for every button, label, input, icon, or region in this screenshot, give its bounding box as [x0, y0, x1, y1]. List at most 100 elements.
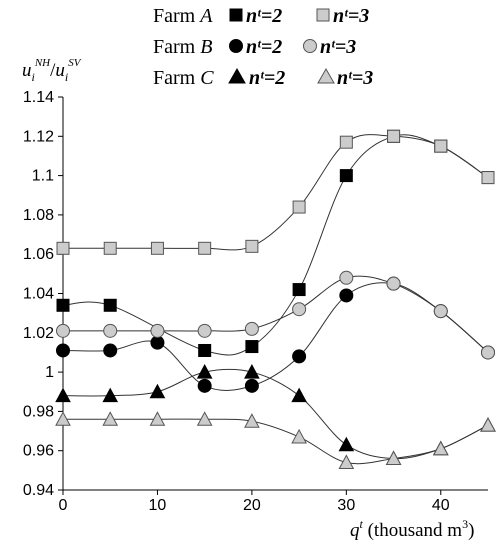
series-3: [56, 276, 495, 393]
data-point-circle: [244, 321, 259, 336]
series-layer: [55, 129, 496, 469]
data-point-circle: [150, 323, 165, 338]
series-line: [63, 275, 489, 353]
legend-row-farm-b: Farm B nᵗ=2 nᵗ=3: [153, 36, 356, 58]
legend: Farm A nᵗ=2 nᵗ=3 Farm B nᵗ=2 nᵗ=3 Farm C…: [153, 5, 373, 89]
data-point-square: [292, 200, 306, 214]
data-point-square: [150, 241, 164, 255]
data-point-triangle: [196, 411, 213, 426]
legend-farm-c-label: Farm C: [153, 67, 214, 89]
y-tick-label: 1.06: [23, 246, 54, 263]
data-point-triangle: [102, 411, 119, 426]
data-point-square: [56, 241, 70, 255]
axes: 0.94 0.96 0.98 1 1.02 1.04 1.06 1.08 1.1 1.12 1.14…: [23, 89, 488, 514]
y-tick-label: 1.1: [32, 168, 54, 185]
data-point-circle: [197, 323, 212, 338]
y-tick-label: 1.08: [23, 207, 54, 224]
legend-farm-a-label: Farm A: [153, 5, 213, 27]
x-tick-label: 10: [149, 497, 167, 514]
legend-square-gray-marker: [316, 8, 330, 22]
data-point-square: [198, 343, 212, 357]
legend-row-farm-a: Farm A nᵗ=2 nᵗ=3: [153, 5, 369, 27]
legend-farm-a-n3: nᵗ=3: [333, 5, 369, 27]
series-line: [62, 134, 489, 251]
y-tick-label: 1.02: [23, 325, 54, 342]
data-point-square: [245, 239, 259, 253]
series-6: [55, 411, 496, 469]
data-point-triangle: [291, 387, 307, 403]
data-point-square: [434, 139, 448, 153]
data-point-square: [56, 298, 70, 312]
data-point-square: [339, 135, 353, 149]
x-tick-label: 20: [243, 497, 261, 514]
x-axis-title: qt (thousand m3): [350, 517, 474, 541]
data-point-circle: [56, 323, 70, 338]
data-point-circle: [292, 349, 307, 364]
data-point-square: [245, 340, 259, 354]
legend-triangle-black-marker: [228, 67, 246, 84]
data-point-triangle: [291, 428, 307, 444]
legend-triangle-gray-marker: [317, 67, 335, 84]
data-point-circle: [56, 343, 70, 358]
data-point-triangle: [102, 387, 119, 403]
data-point-circle: [292, 302, 307, 317]
data-point-triangle: [338, 436, 355, 452]
data-point-triangle: [338, 454, 355, 469]
data-point-circle: [339, 288, 354, 303]
series-1: [56, 129, 495, 357]
series-4: [56, 270, 495, 360]
legend-farm-c-n2: nᵗ=2: [249, 67, 285, 89]
legend-row-farm-c: Farm C nᵗ=2 nᵗ=3: [153, 67, 373, 89]
data-point-square: [103, 298, 117, 312]
data-point-circle: [433, 304, 448, 319]
y-tick-label: 1.14: [23, 89, 54, 106]
data-point-circle: [103, 323, 118, 338]
data-point-circle: [339, 270, 354, 285]
data-point-triangle: [149, 411, 166, 426]
x-tick-label: 30: [337, 497, 355, 514]
legend-farm-a-n2: nᵗ=2: [246, 5, 282, 27]
data-point-square: [103, 241, 117, 255]
data-point-triangle: [480, 417, 496, 432]
data-point-triangle: [385, 450, 402, 466]
x-tick-label: 0: [59, 497, 68, 514]
y-tick-label: 1.04: [23, 286, 54, 303]
data-point-square: [339, 169, 353, 183]
series-line: [62, 134, 489, 356]
data-point-circle: [244, 378, 259, 393]
y-tick-label: 0.98: [23, 403, 54, 420]
series-line: [62, 368, 489, 460]
y-tick-label: 1: [45, 364, 54, 381]
data-point-triangle: [196, 364, 213, 379]
y-tick-label: 0.96: [23, 443, 54, 460]
data-point-square: [387, 129, 401, 143]
legend-farm-b-n3: nᵗ=3: [320, 36, 356, 58]
legend-square-black-marker: [229, 8, 243, 22]
data-point-square: [198, 241, 212, 255]
legend-farm-b-n2: nᵗ=2: [246, 36, 282, 58]
data-point-triangle: [55, 411, 71, 426]
data-point-triangle: [432, 440, 449, 456]
data-point-triangle: [244, 413, 260, 428]
data-point-triangle: [244, 364, 260, 379]
data-point-triangle: [149, 383, 166, 399]
data-point-square: [292, 283, 306, 297]
series-2: [56, 129, 495, 255]
data-point-circle: [150, 335, 165, 350]
data-point-circle: [481, 345, 495, 360]
y-tick-label: 0.94: [23, 482, 54, 499]
data-point-circle: [197, 378, 212, 393]
data-point-triangle: [55, 387, 71, 403]
legend-circle-gray-marker: [303, 39, 317, 53]
series-5: [55, 364, 496, 466]
data-point-circle: [103, 343, 118, 358]
legend-farm-c-n3: nᵗ=3: [337, 67, 373, 89]
x-tick-label: 40: [432, 497, 450, 514]
data-point-circle: [386, 276, 401, 291]
series-line: [62, 418, 489, 465]
data-point-square: [481, 171, 495, 185]
y-axis-title: uiNH/uiSV: [22, 57, 82, 84]
legend-farm-b-label: Farm B: [153, 36, 212, 58]
y-tick-label: 1.12: [23, 128, 54, 145]
series-line: [62, 282, 489, 391]
